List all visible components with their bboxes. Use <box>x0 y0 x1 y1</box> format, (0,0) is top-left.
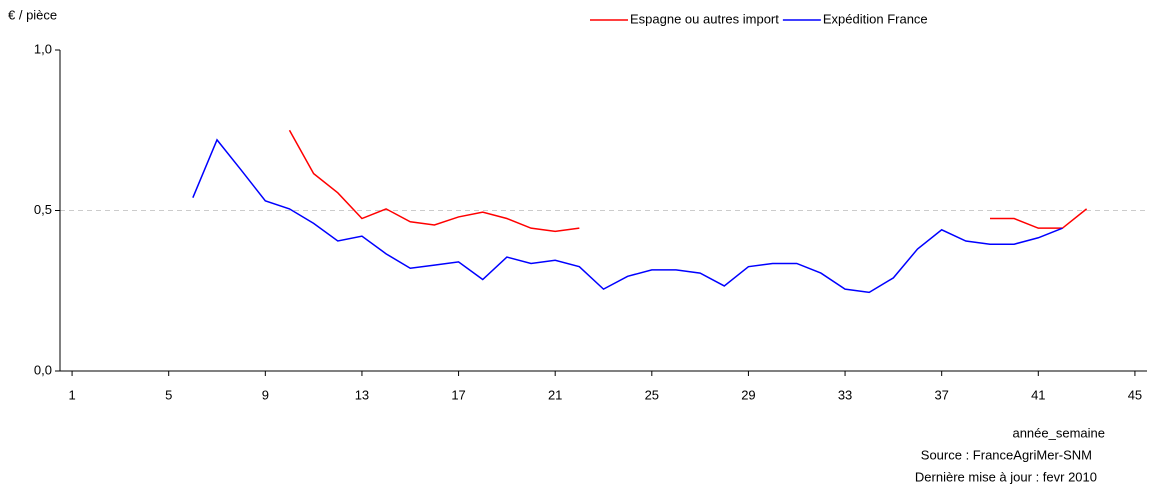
x-tick-label: 13 <box>355 387 369 402</box>
x-tick-label: 41 <box>1031 387 1045 402</box>
x-tick-label: 1 <box>68 387 75 402</box>
y-tick-label: 0,0 <box>34 362 52 377</box>
x-tick-label: 9 <box>262 387 269 402</box>
legend-label: Expédition France <box>823 11 928 26</box>
x-axis-label: année_semaine <box>1012 425 1105 440</box>
y-tick-label: 0,5 <box>34 202 52 217</box>
y-tick-label: 1,0 <box>34 41 52 56</box>
update-note: Dernière mise à jour : fevr 2010 <box>915 469 1097 484</box>
line-series <box>192 138 1063 294</box>
y-axis-label: € / pièce <box>8 7 57 22</box>
x-tick-label: 5 <box>165 387 172 402</box>
x-tick-label: 29 <box>741 387 755 402</box>
line-series <box>288 129 1088 233</box>
x-tick-label: 21 <box>548 387 562 402</box>
x-tick-label: 17 <box>451 387 465 402</box>
x-tick-label: 45 <box>1128 387 1142 402</box>
source: Source : FranceAgriMer-SNM <box>921 447 1092 462</box>
x-tick-label: 25 <box>645 387 659 402</box>
legend-label: Espagne ou autres import <box>630 11 779 26</box>
x-tick-label: 37 <box>934 387 948 402</box>
x-tick-label: 33 <box>838 387 852 402</box>
